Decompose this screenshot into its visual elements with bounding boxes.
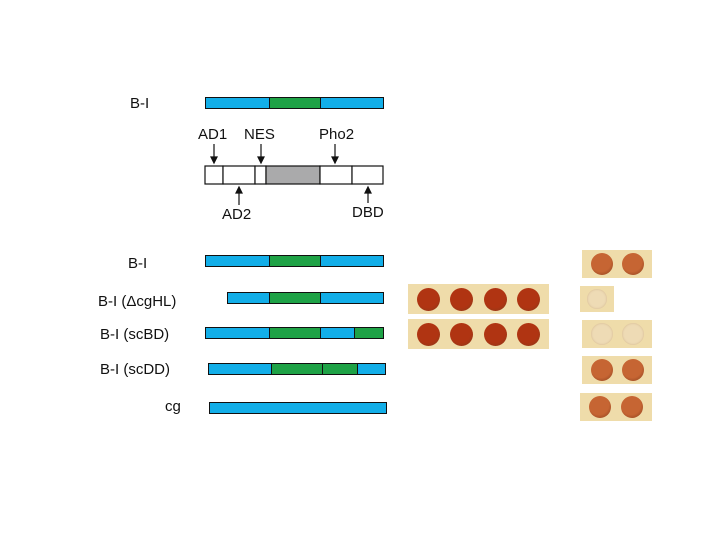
plate-left (408, 319, 549, 349)
domain-label-nes: NES (244, 126, 275, 143)
bar-segment-green (322, 364, 357, 374)
colony-spot (589, 396, 611, 418)
construct-bar (227, 292, 384, 304)
colony-spot (450, 322, 474, 346)
bar-segment-blue (206, 98, 269, 108)
construct-label: B-I (scDD) (100, 361, 170, 378)
arrowhead-ad2 (235, 185, 243, 194)
domain-label-dbd: DBD (352, 204, 384, 221)
colony-spot (516, 322, 540, 346)
domain-cell-dbd (351, 165, 384, 185)
construct-label: B-I (128, 255, 148, 272)
top-construct-label: B-I (130, 95, 150, 112)
domain-cell-nes (254, 165, 267, 185)
arrowhead-dbd (364, 185, 372, 194)
bar-segment-blue (209, 364, 271, 374)
bar-segment-blue (320, 328, 354, 338)
colony-spot (621, 253, 644, 275)
plate-right (582, 356, 652, 384)
construct-label: cg (165, 398, 181, 415)
construct-bar (209, 402, 387, 414)
arrowhead-ad1 (210, 156, 218, 165)
arrowhead-pho2 (331, 156, 339, 165)
colony-spot (587, 289, 607, 309)
colony-spot (621, 396, 643, 418)
colony-spot (590, 323, 613, 345)
colony-spot (621, 359, 644, 381)
domain-label-ad2: AD2 (222, 206, 252, 223)
domain-cell-ad2 (222, 165, 256, 185)
bar-segment-green (269, 256, 320, 266)
arrowhead-nes (257, 156, 265, 165)
bar-segment-blue (320, 98, 383, 108)
domain-label-pho2: Pho2 (319, 126, 355, 143)
construct-label: B-I (scBD) (100, 326, 170, 343)
colony-spot (621, 323, 644, 345)
top-construct-bar (205, 97, 384, 109)
bar-segment-green (269, 293, 320, 303)
domain-cell-core (265, 165, 321, 185)
construct-bar (205, 327, 384, 339)
bar-segment-blue (228, 293, 269, 303)
colony-spot (590, 359, 613, 381)
construct-bar (205, 255, 384, 267)
plate-right (580, 286, 614, 312)
plate-left (408, 284, 549, 314)
colony-spot (450, 287, 474, 311)
colony-spot (590, 253, 613, 275)
colony-spot (483, 287, 507, 311)
construct-bar (208, 363, 386, 375)
colony-spot (417, 322, 441, 346)
bar-segment-blue (320, 256, 383, 266)
bar-segment-green (354, 328, 383, 338)
bar-segment-blue (206, 256, 269, 266)
bar-segment-green (269, 98, 320, 108)
colony-spot (417, 287, 441, 311)
bar-segment-blue (206, 328, 269, 338)
bar-segment-blue (320, 293, 383, 303)
domain-label-ad1: AD1 (198, 126, 228, 143)
domain-map-box (204, 165, 384, 185)
bar-segment-blue (210, 403, 386, 413)
construct-label: B-I (ΔcgHL) (98, 293, 177, 310)
colony-spot (483, 322, 507, 346)
domain-cell-pho2 (319, 165, 353, 185)
plate-right (580, 393, 652, 421)
bar-segment-green (269, 328, 320, 338)
bar-segment-green (271, 364, 322, 374)
domain-cell-ad1 (204, 165, 224, 185)
colony-spot (516, 287, 540, 311)
bar-segment-blue (357, 364, 385, 374)
plate-right (582, 250, 652, 278)
plate-right (582, 320, 652, 348)
